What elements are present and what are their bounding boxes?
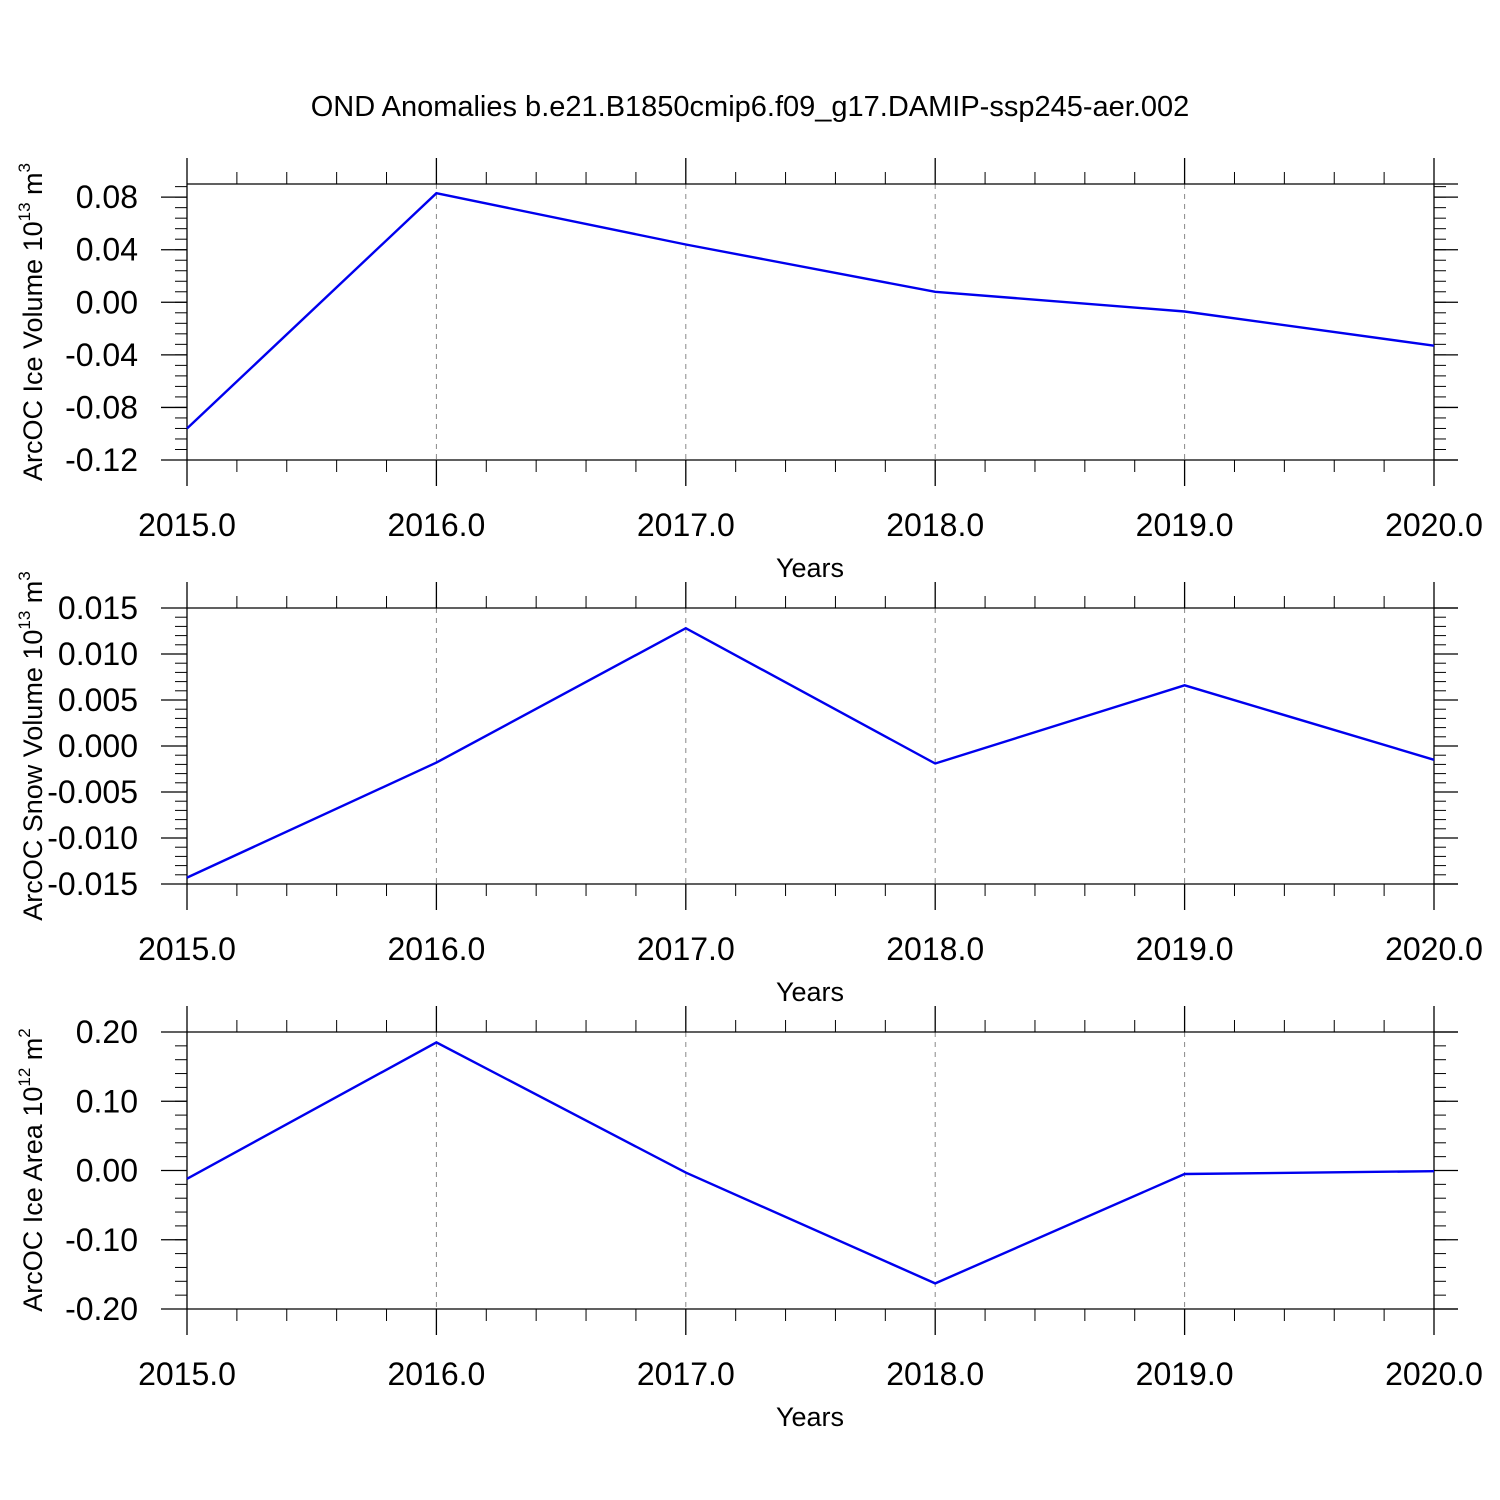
y-axis-label-exponent: 13 xyxy=(15,611,34,630)
y-tick-label: 0.04 xyxy=(76,232,138,268)
y-tick-label: 0.005 xyxy=(58,682,138,718)
y-tick-label: 0.00 xyxy=(76,284,138,320)
y-tick-label: -0.015 xyxy=(47,866,138,902)
y-tick-label: -0.08 xyxy=(65,389,138,425)
x-axis-label: Years xyxy=(776,1402,844,1432)
y-tick-label: 0.000 xyxy=(58,728,138,764)
y-axis-label-text: ArcOC Ice Area 10 xyxy=(18,1087,48,1312)
x-tick-label: 2015.0 xyxy=(138,1356,236,1392)
x-tick-label: 2016.0 xyxy=(387,931,485,967)
x-tick-label: 2017.0 xyxy=(637,507,735,543)
y-axis-label-unit-exponent: 3 xyxy=(15,571,34,580)
y-axis-label-exponent: 13 xyxy=(15,202,34,221)
panel-1: 2015.0 2016.0 2017.0 2018.0 2019.0 2020.0 -0.1… xyxy=(15,158,1483,583)
x-axis-label: Years xyxy=(776,977,844,1007)
x-tick-label: 2018.0 xyxy=(886,1356,984,1392)
x-tick-label: 2019.0 xyxy=(1136,1356,1234,1392)
x-tick-label: 2017.0 xyxy=(637,1356,735,1392)
y-axis-label-unit: m xyxy=(18,172,48,202)
x-tick-label: 2015.0 xyxy=(138,931,236,967)
x-tick-label: 2020.0 xyxy=(1385,1356,1483,1392)
x-tick-label: 2016.0 xyxy=(387,507,485,543)
y-tick-label: 0.08 xyxy=(76,179,138,215)
panels: 2015.0 2016.0 2017.0 2018.0 2019.0 2020.0 -0.1… xyxy=(15,158,1483,1432)
x-tick-label: 2016.0 xyxy=(387,1356,485,1392)
y-axis-label: ArcOC Snow Volume 1013 m3 xyxy=(15,571,48,921)
x-tick-label: 2019.0 xyxy=(1136,931,1234,967)
y-tick-label: 0.10 xyxy=(76,1083,138,1119)
y-tick-label: -0.12 xyxy=(65,442,138,478)
y-axis-label-unit-exponent: 3 xyxy=(15,163,34,172)
series-line xyxy=(186,626,1435,879)
series-line xyxy=(186,191,1435,430)
y-tick-label: 0.015 xyxy=(58,590,138,626)
y-axis-label-exponent: 12 xyxy=(15,1068,34,1087)
y-tick-label: -0.010 xyxy=(47,820,138,856)
x-tick-label: 2018.0 xyxy=(886,931,984,967)
x-tick-label: 2019.0 xyxy=(1136,507,1234,543)
y-tick-label: 0.010 xyxy=(58,636,138,672)
y-tick-label: -0.20 xyxy=(65,1291,138,1327)
y-axis-label: ArcOC Ice Volume 1013 m3 xyxy=(15,163,48,481)
y-tick-label: -0.04 xyxy=(65,337,138,373)
y-tick-label: 0.20 xyxy=(76,1014,138,1050)
y-tick-label: -0.005 xyxy=(47,774,138,810)
y-tick-label: -0.10 xyxy=(65,1222,138,1258)
y-tick-label: 0.00 xyxy=(76,1153,138,1189)
y-axis-label: ArcOC Ice Area 1012 m2 xyxy=(15,1028,48,1312)
y-axis-label-unit-exponent: 2 xyxy=(15,1028,34,1037)
x-tick-label: 2018.0 xyxy=(886,507,984,543)
x-axis-label: Years xyxy=(776,553,844,583)
figure-title: OND Anomalies b.e21.B1850cmip6.f09_g17.D… xyxy=(311,91,1190,123)
x-tick-label: 2017.0 xyxy=(637,931,735,967)
x-tick-label: 2020.0 xyxy=(1385,507,1483,543)
series-line xyxy=(186,1041,1435,1285)
panel-3: 2015.0 2016.0 2017.0 2018.0 2019.0 2020.0 -0.2… xyxy=(15,1006,1483,1432)
y-axis-label-unit: m xyxy=(18,1038,48,1068)
y-axis-label-text: ArcOC Snow Volume 10 xyxy=(18,630,48,921)
y-axis-label-text: ArcOC Ice Volume 10 xyxy=(18,221,48,481)
panel-2: 2015.0 2016.0 2017.0 2018.0 2019.0 2020.0 -0.0… xyxy=(15,571,1483,1007)
x-tick-label: 2020.0 xyxy=(1385,931,1483,967)
x-tick-label: 2015.0 xyxy=(138,507,236,543)
y-axis-label-unit: m xyxy=(18,581,48,611)
